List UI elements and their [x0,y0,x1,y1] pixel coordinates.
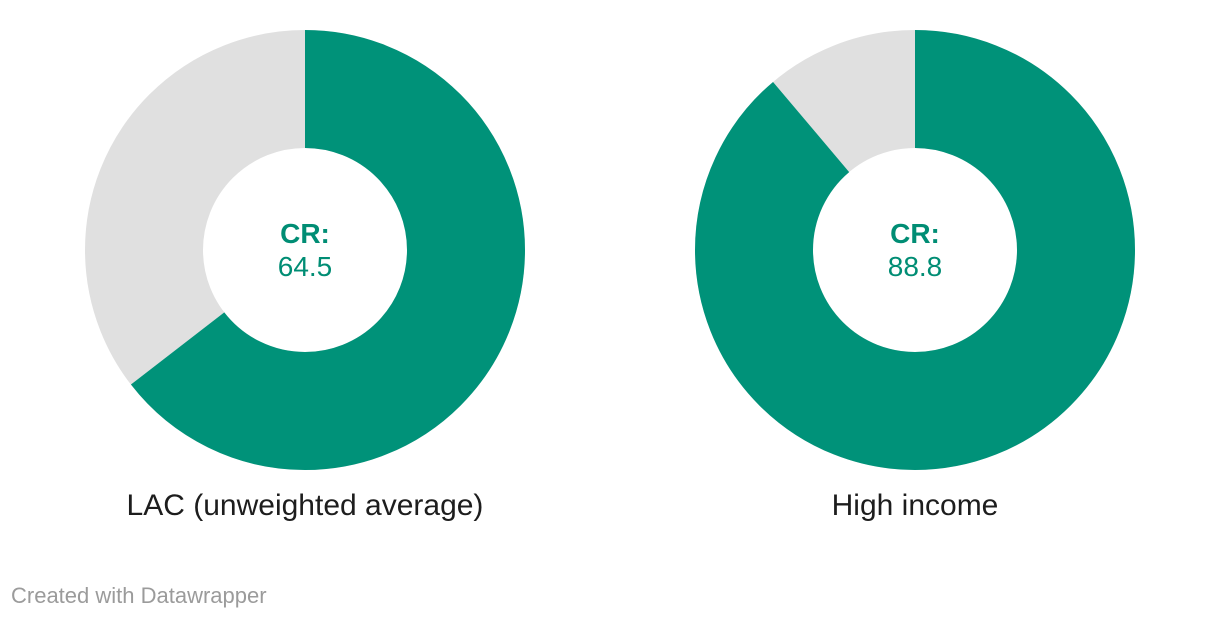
donut-ring-lac [85,30,525,470]
donut-caption-lac: LAC (unweighted average) [126,489,484,522]
datawrapper-attribution[interactable]: Created with Datawrapper [11,583,267,608]
donut-value-arc [695,30,1135,470]
donut-caption-high-income: High income [831,489,999,522]
donut-ring-wrap-high-income: CR: 88.8 [685,20,1145,480]
donut-chart-high-income: CR: 88.8 High income [685,20,1145,524]
donut-chart-lac: CR: 64.5 LAC (unweighted average) [75,20,535,524]
donut-value-arc [85,30,525,470]
donut-ring-high-income [695,30,1135,470]
donut-ring-wrap-lac: CR: 64.5 [75,20,535,480]
